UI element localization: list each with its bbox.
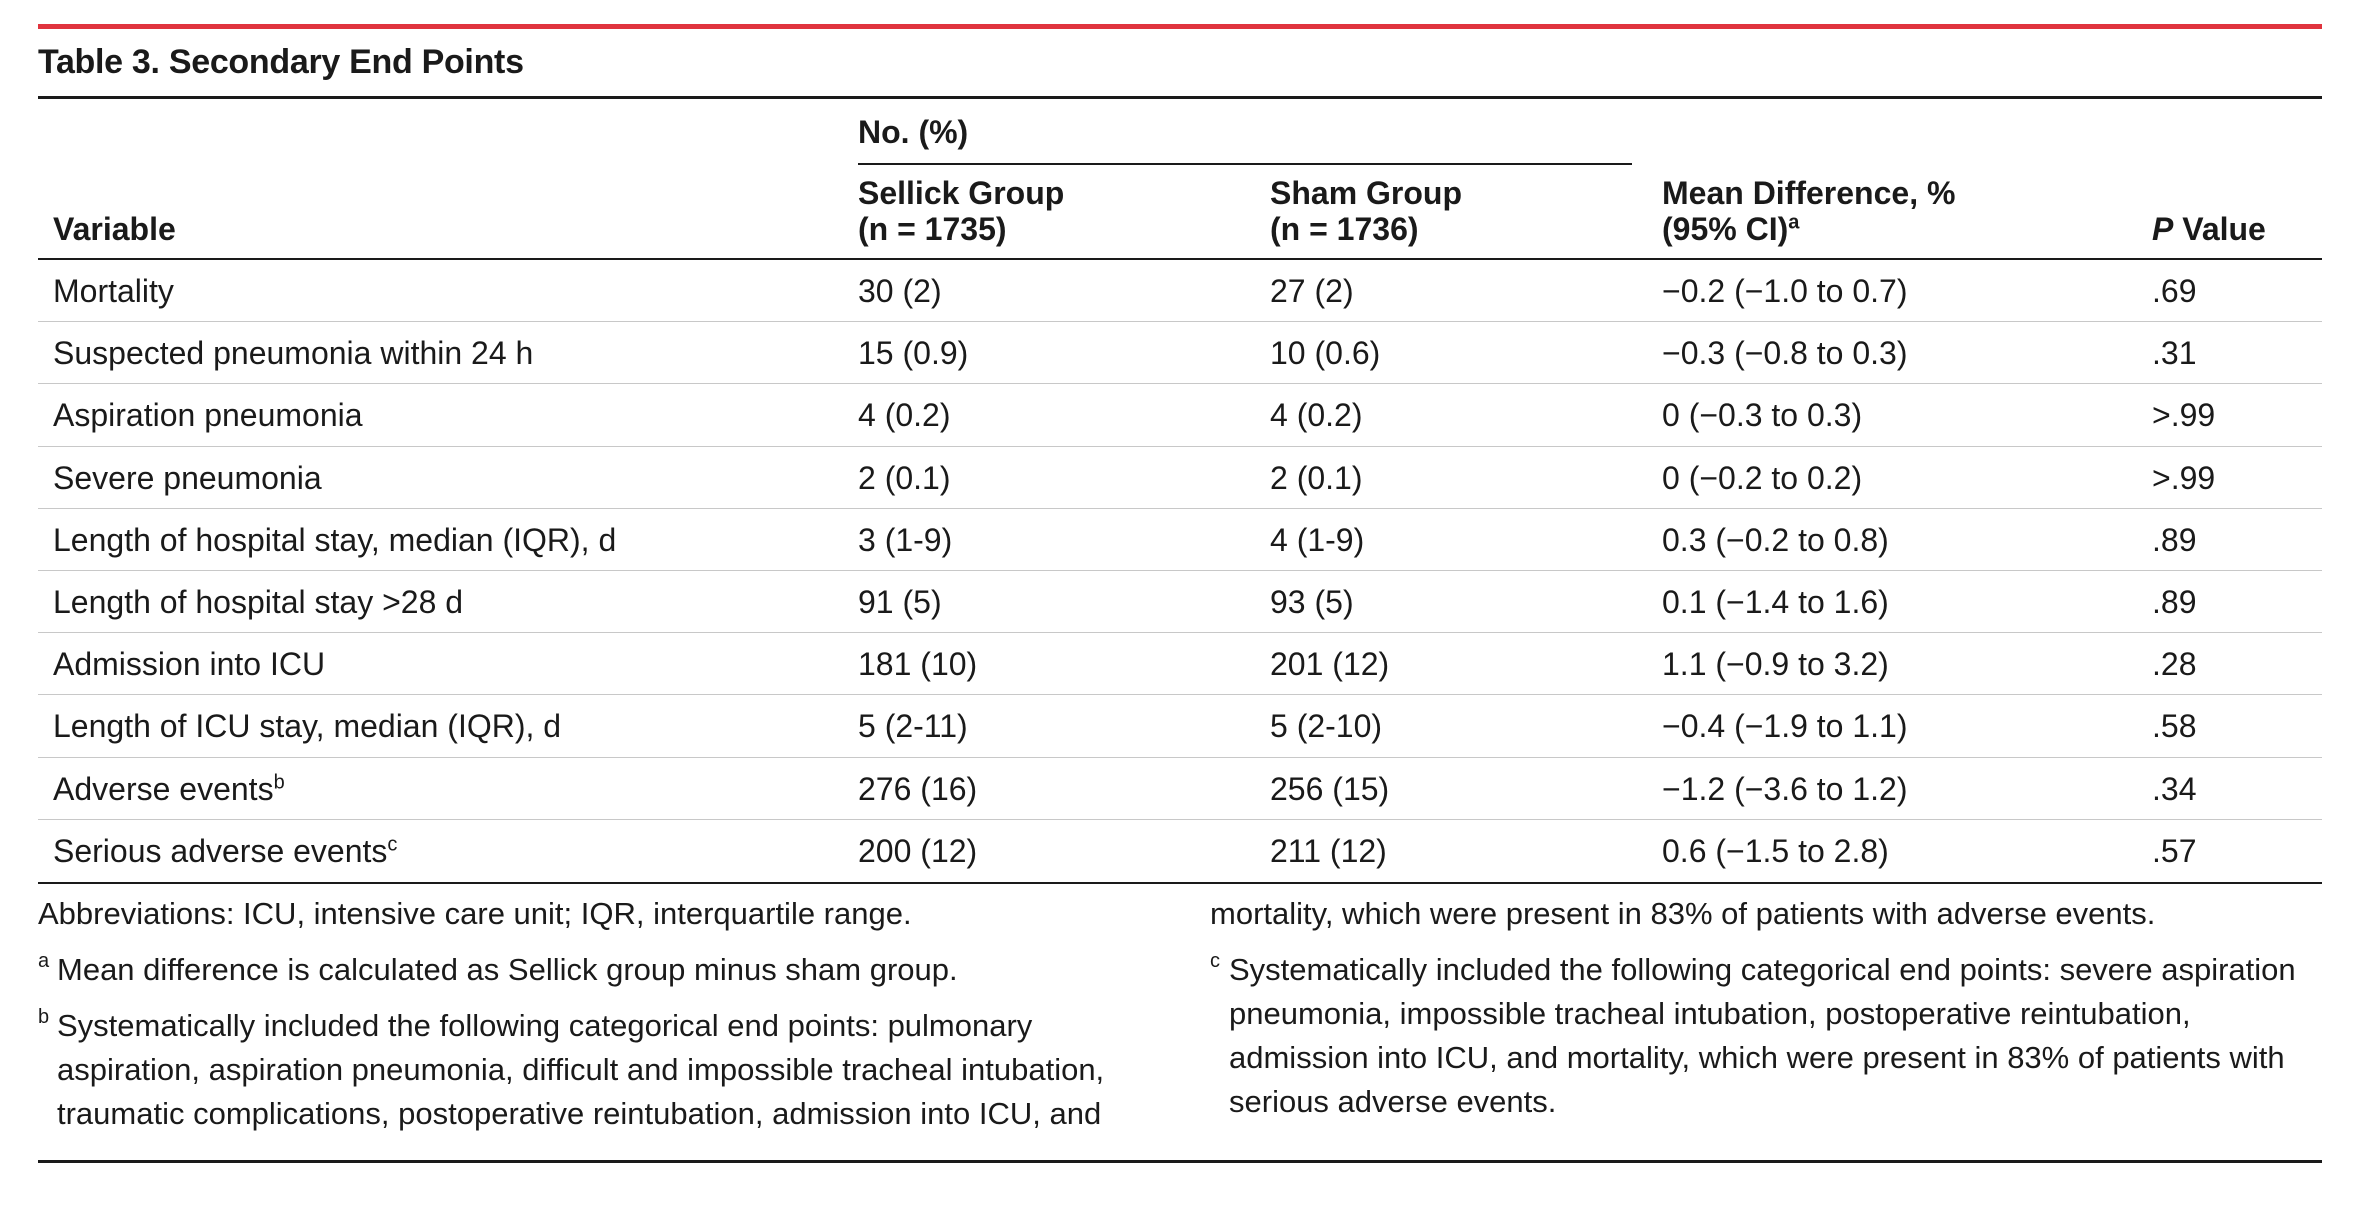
- p-value-cell: .31: [2152, 335, 2197, 372]
- p-value-cell: >.99: [2152, 397, 2216, 434]
- footnote-marker-a: a: [1788, 211, 1800, 234]
- sham-cell: 2 (0.1): [1270, 459, 1363, 496]
- sham-header-line2: (n = 1736): [1270, 211, 1419, 247]
- p-value-cell: .89: [2152, 521, 2197, 558]
- sellick-cell: 200 (12): [858, 832, 978, 869]
- mean-difference-cell: 0.1 (−1.4 to 1.6): [1662, 583, 1889, 620]
- table-row: Admission into ICU 181 (10) 201 (12) 1.1…: [38, 633, 2322, 696]
- page-bottom-rule: [38, 1160, 2322, 1163]
- p-value-cell: .28: [2152, 646, 2197, 683]
- table-row: Suspected pneumonia within 24 h 15 (0.9)…: [38, 322, 2322, 385]
- p-value-cell: >.99: [2152, 459, 2216, 496]
- footnote-marker-c: c: [387, 833, 398, 856]
- sham-cell: 27 (2): [1270, 273, 1354, 309]
- mean-difference-cell: −0.3 (−0.8 to 0.3): [1662, 335, 1908, 372]
- sham-cell: 256 (15): [1270, 770, 1390, 807]
- mean-difference-header-line1: Mean Difference, %: [1662, 175, 1956, 211]
- sham-cell: 4 (0.2): [1270, 397, 1363, 434]
- variable-cell: Aspiration pneumonia: [53, 397, 363, 434]
- abbreviations-note: Abbreviations: ICU, intensive care unit;…: [38, 896, 912, 931]
- table-row: Aspiration pneumonia 4 (0.2) 4 (0.2) 0 (…: [38, 384, 2322, 447]
- table-title: Table 3. Secondary End Points: [38, 43, 524, 81]
- p-value-cell: .57: [2152, 832, 2197, 869]
- mean-difference-cell: −1.2 (−3.6 to 1.2): [1662, 770, 1908, 807]
- variable-cell: Length of hospital stay >28 d: [53, 583, 464, 620]
- sellick-header-line1: Sellick Group: [858, 175, 1065, 211]
- table-row: Mortality 30 (2) 27 (2) −0.2 (−1.0 to 0.…: [38, 260, 2322, 323]
- sellick-group-header: Sellick Group (n = 1735): [858, 175, 1064, 247]
- sham-cell: 4 (1-9): [1270, 521, 1365, 558]
- table-row: Severe pneumonia 2 (0.1) 2 (0.1) 0 (−0.2…: [38, 447, 2322, 509]
- sellick-cell: 181 (10): [858, 646, 978, 683]
- table-row: Serious adverse eventsc 200 (12) 211 (12…: [38, 820, 2322, 882]
- table-row: Length of hospital stay, median (IQR), d…: [38, 509, 2322, 571]
- sellick-cell: 4 (0.2): [858, 397, 951, 434]
- mean-difference-cell: 0 (−0.2 to 0.2): [1662, 459, 1863, 496]
- table-row: Length of ICU stay, median (IQR), d 5 (2…: [38, 695, 2322, 758]
- sellick-cell: 30 (2): [858, 273, 942, 309]
- footnote-c: c Systematically included the following c…: [1210, 950, 2296, 1119]
- mean-difference-cell: −0.2 (−1.0 to 0.7): [1662, 273, 1908, 309]
- p-value-cell: .89: [2152, 583, 2197, 620]
- group-span-header: No. (%): [858, 114, 969, 150]
- mean-difference-header-line2: (95% CI)a: [1662, 211, 1800, 247]
- footnotes-right-column: mortality, which were present in 83% of …: [1210, 892, 2330, 1136]
- sham-cell: 5 (2-10): [1270, 708, 1383, 745]
- sham-cell: 10 (0.6): [1270, 335, 1381, 372]
- mean-difference-cell: 0.6 (−1.5 to 2.8): [1662, 832, 1889, 869]
- footnote-b-continuation: mortality, which were present in 83% of …: [1210, 896, 2156, 931]
- sellick-cell: 91 (5): [858, 583, 942, 620]
- sellick-cell: 5 (2-11): [858, 708, 968, 745]
- table-row: Adverse eventsb 276 (16) 256 (15) −1.2 (…: [38, 758, 2322, 820]
- header-bottom-rule: [38, 258, 2322, 260]
- mean-difference-header: Mean Difference, % (95% CI)a: [1662, 175, 1955, 247]
- p-value-header: P Value: [2152, 211, 2266, 247]
- footnote-marker-b: b: [273, 770, 285, 793]
- sham-header-line1: Sham Group: [1270, 175, 1463, 211]
- mean-difference-cell: 0.3 (−0.2 to 0.8): [1662, 521, 1889, 558]
- p-value-cell: .34: [2152, 770, 2197, 807]
- footnote-a: a Mean difference is calculated as Sellic…: [38, 950, 958, 987]
- variable-cell: Length of ICU stay, median (IQR), d: [53, 708, 562, 745]
- sellick-cell: 2 (0.1): [858, 459, 951, 496]
- variable-cell: Suspected pneumonia within 24 h: [53, 335, 534, 372]
- table-bottom-rule: [38, 882, 2322, 884]
- sellick-cell: 15 (0.9): [858, 335, 969, 372]
- variable-cell: Length of hospital stay, median (IQR), d: [53, 521, 617, 558]
- sham-cell: 211 (12): [1270, 832, 1387, 869]
- variable-cell: Admission into ICU: [53, 646, 326, 683]
- sham-cell: 93 (5): [1270, 583, 1354, 620]
- group-span-rule: [858, 163, 1632, 165]
- sellick-cell: 276 (16): [858, 770, 978, 807]
- variable-cell: Severe pneumonia: [53, 459, 322, 496]
- mean-difference-cell: −0.4 (−1.9 to 1.1): [1662, 708, 1908, 745]
- sham-cell: 201 (12): [1270, 646, 1390, 683]
- table-body: Mortality 30 (2) 27 (2) −0.2 (−1.0 to 0.…: [38, 260, 2322, 882]
- table-top-rule: [38, 96, 2322, 99]
- sellick-header-line2: (n = 1735): [858, 211, 1007, 247]
- mean-difference-cell: 0 (−0.3 to 0.3): [1662, 397, 1863, 434]
- title-accent-rule: [38, 24, 2322, 29]
- variable-cell: Serious adverse eventsc: [53, 832, 398, 869]
- variable-header: Variable: [53, 211, 176, 247]
- footnotes-left-column: Abbreviations: ICU, intensive care unit;…: [38, 892, 1158, 1148]
- table-row: Length of hospital stay >28 d 91 (5) 93 …: [38, 571, 2322, 634]
- mean-difference-cell: 1.1 (−0.9 to 3.2): [1662, 646, 1889, 683]
- sham-group-header: Sham Group (n = 1736): [1270, 175, 1462, 247]
- sellick-cell: 3 (1-9): [858, 521, 953, 558]
- p-value-cell: .58: [2152, 708, 2197, 745]
- p-value-cell: .69: [2152, 273, 2197, 309]
- variable-cell: Mortality: [53, 273, 174, 309]
- variable-cell: Adverse eventsb: [53, 770, 285, 807]
- footnote-b: b Systematically included the following c…: [38, 1006, 1105, 1131]
